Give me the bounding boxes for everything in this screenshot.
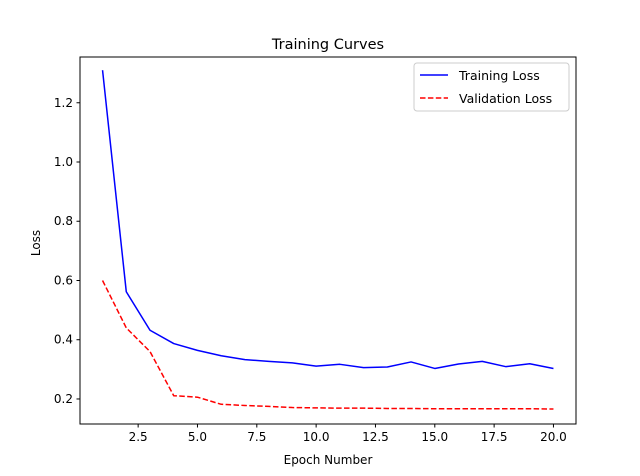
x-tick-label: 17.5 (481, 430, 508, 444)
validation-loss-line (101, 280, 554, 410)
y-tick-label: 0.8 (54, 214, 73, 228)
legend-box (413, 62, 570, 112)
plot-frame (79, 56, 577, 425)
y-axis-label: Loss (29, 230, 43, 256)
legend: Training Loss Validation Loss (413, 62, 570, 112)
legend-label-training: Training Loss (458, 68, 540, 83)
plot-series (101, 70, 554, 410)
y-tick-label: 1.0 (54, 155, 73, 169)
chart-title: Training Curves (271, 37, 384, 53)
y-tick-label: 0.4 (54, 333, 73, 347)
y-tick-label: 1.2 (54, 96, 73, 110)
x-tick-label: 12.5 (362, 430, 389, 444)
legend-label-validation: Validation Loss (459, 91, 552, 106)
x-tick-label: 2.5 (129, 430, 148, 444)
y-tick-label: 0.2 (54, 392, 73, 406)
x-axis-label: Epoch Number (284, 453, 373, 467)
x-tick-label: 15.0 (421, 430, 448, 444)
y-tick-label: 0.6 (54, 273, 73, 287)
x-tick-label: 20.0 (540, 430, 567, 444)
y-axis-ticks: 0.2 0.4 0.6 0.8 1.0 1.2 (54, 96, 80, 406)
x-tick-label: 7.5 (247, 430, 266, 444)
training-loss-line (101, 70, 554, 370)
x-tick-label: 10.0 (303, 430, 330, 444)
x-axis-ticks: 2.5 5.0 7.5 10.0 12.5 15.0 17.5 20.0 (129, 424, 567, 444)
x-tick-label: 5.0 (188, 430, 207, 444)
